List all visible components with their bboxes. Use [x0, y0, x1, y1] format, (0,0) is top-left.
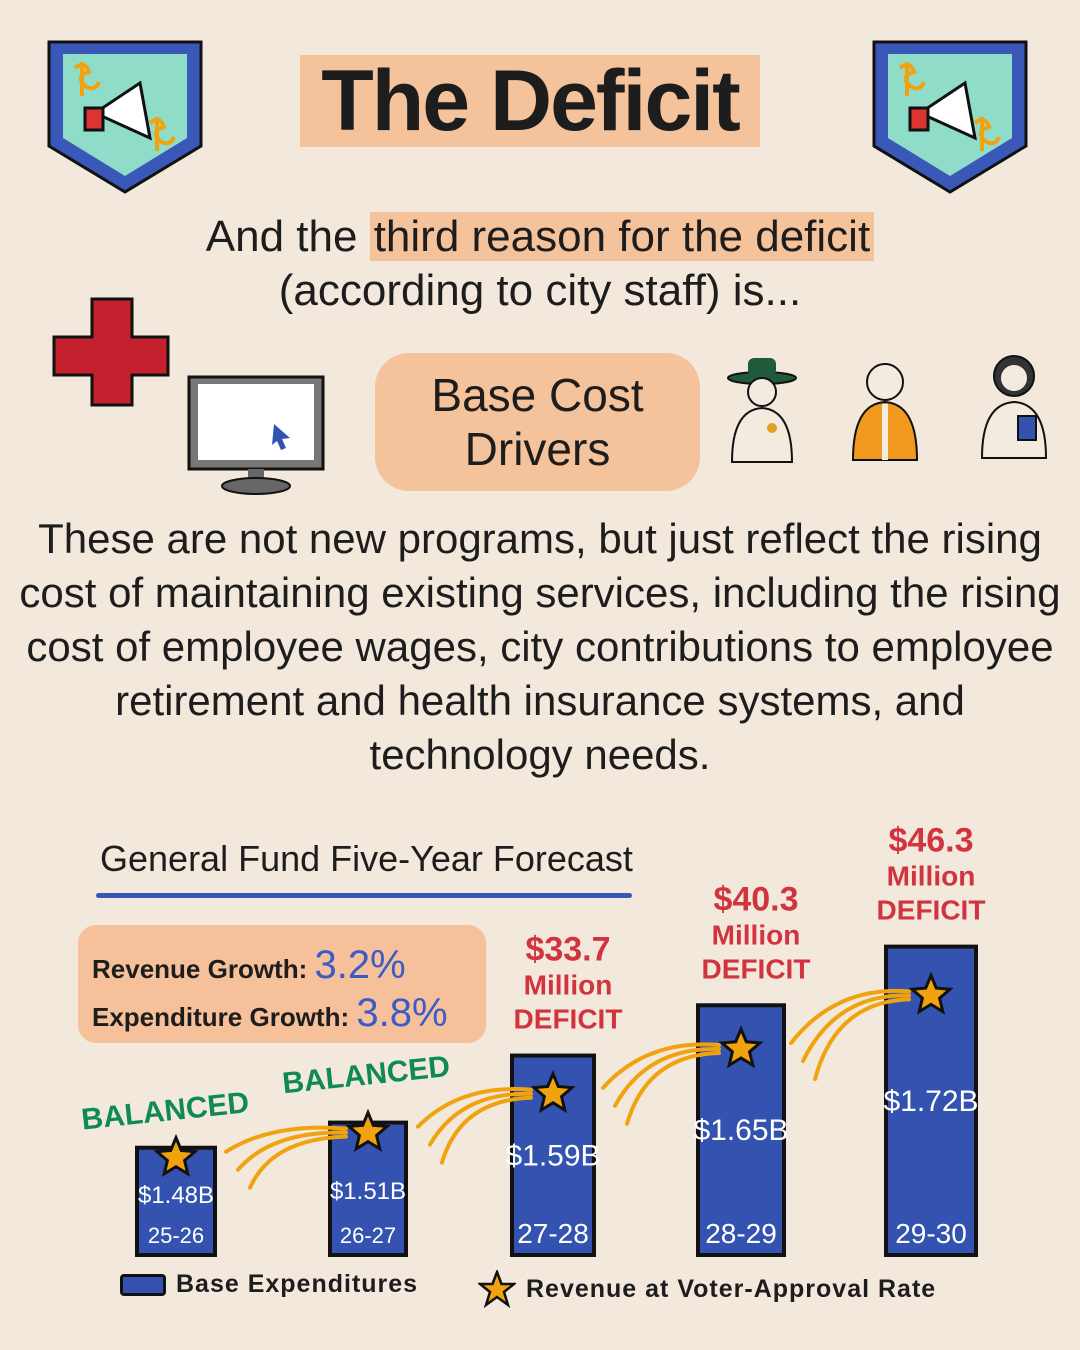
medical-cross-icon [52, 297, 170, 407]
deficit-annotation: $40.3 [713, 880, 798, 918]
bar-swatch-icon [120, 1273, 166, 1296]
legend-label: Revenue at Voter-Approval Rate [526, 1274, 937, 1303]
revenue-trail [789, 988, 911, 1046]
bar-value-label: $1.51B [330, 1178, 406, 1205]
revenue-star [718, 1025, 764, 1069]
revenue-growth-value: 3.2% [314, 943, 406, 987]
revenue-trail [613, 1047, 721, 1108]
base-cost-drivers-pill: Base Cost Drivers [375, 353, 700, 491]
forecast-title: General Fund Five-Year Forecast [100, 838, 633, 879]
intro-highlight: third reason for the deficit [369, 212, 875, 261]
doctor-icon [980, 355, 1048, 459]
deficit-annotation: $33.7 [525, 931, 610, 969]
ranger-icon [727, 358, 797, 463]
legend-base-expenditures: Base Expenditures [120, 1270, 418, 1299]
deficit-annotation: Million [524, 970, 613, 1001]
revenue-trail [813, 997, 911, 1082]
category-label: 29-30 [895, 1218, 967, 1249]
bar-value-label: $1.48B [138, 1182, 214, 1209]
body-text: These are not new programs, but just ref… [19, 515, 1061, 778]
category-label: 27-28 [517, 1218, 589, 1249]
revenue-star [908, 971, 954, 1015]
bar-value-label: $1.59B [505, 1139, 600, 1172]
revenue-star [345, 1108, 391, 1152]
balanced-annotation: BALANCED [281, 1050, 452, 1100]
revenue-trail [224, 1125, 348, 1154]
expenditure-growth-value: 3.8% [356, 991, 448, 1035]
legend-label: Base Expenditures [176, 1270, 419, 1298]
megaphone-badge-icon [872, 40, 1028, 194]
revenue-trail [248, 1134, 348, 1190]
balanced-annotation: BALANCED [80, 1086, 251, 1136]
revenue-trail [236, 1130, 348, 1172]
category-label: 25-26 [148, 1223, 204, 1248]
revenue-star [153, 1133, 199, 1178]
pill-line1: Base Cost [431, 369, 644, 421]
category-label: 28-29 [705, 1218, 777, 1249]
revenue-trail [801, 993, 911, 1064]
forecast-chart: $1.48B 25-26 BALANCED $1.51B 26-27 BALANCED $1… [80, 822, 986, 1258]
deficit-annotation: DEFICIT [702, 953, 811, 984]
deficit-annotation: Million [712, 919, 801, 950]
bar [328, 1120, 408, 1258]
bar-value-label: $1.72B [883, 1085, 978, 1118]
revenue-trail [601, 1042, 721, 1090]
deficit-annotation: $46.3 [888, 822, 973, 860]
title-underline [96, 893, 632, 898]
revenue-trail [625, 1051, 721, 1126]
revenue-trail [428, 1091, 533, 1147]
expenditure-growth-label: Expenditure Growth: [92, 1002, 350, 1032]
page-title: The Deficit [300, 55, 760, 147]
pill-line2: Drivers [464, 423, 611, 475]
deficit-annotation: DEFICIT [877, 895, 986, 926]
revenue-trail [440, 1095, 533, 1165]
deficit-annotation: DEFICIT [514, 1004, 623, 1035]
legend-revenue: Revenue at Voter-Approval Rate [478, 1270, 936, 1308]
growth-box: Revenue Growth: 3.2% Expenditure Growth:… [78, 925, 486, 1043]
revenue-growth-label: Revenue Growth: [92, 954, 308, 984]
megaphone-badge-icon [47, 40, 203, 194]
bar-value-label: $1.65B [693, 1114, 788, 1147]
computer-monitor-icon [187, 375, 325, 495]
intro-part1: And the [205, 212, 370, 261]
category-label: 26-27 [340, 1223, 396, 1248]
intro-text: And the third reason for the deficit (ac… [60, 210, 1020, 318]
intro-part2: (according to city staff) is... [278, 266, 802, 315]
revenue-star [530, 1069, 576, 1114]
worker-vest-icon [851, 363, 919, 461]
revenue-trail [416, 1087, 533, 1129]
deficit-annotation: Million [887, 861, 976, 892]
star-icon [478, 1270, 516, 1308]
